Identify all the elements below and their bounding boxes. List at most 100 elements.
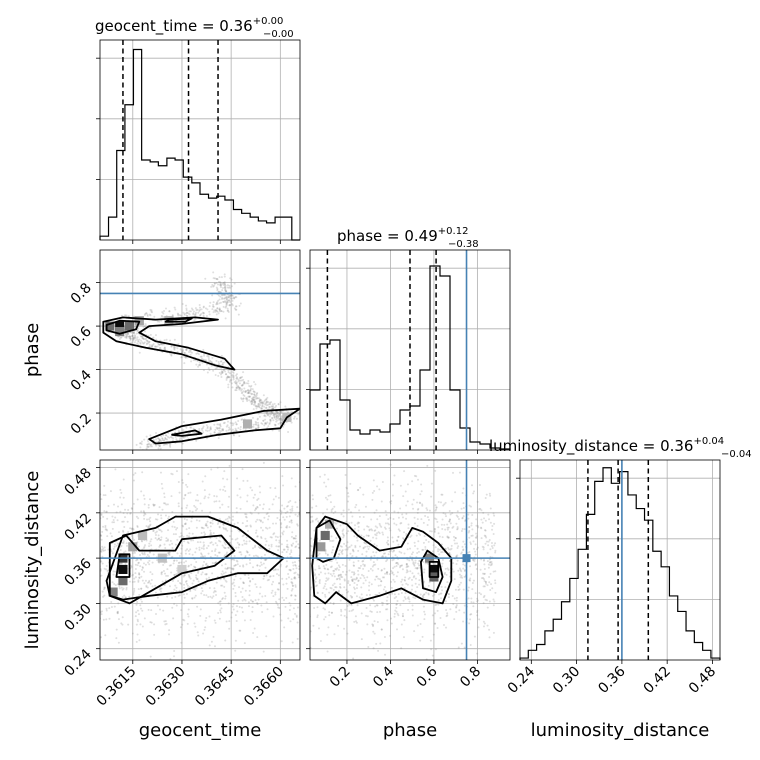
sample-point xyxy=(354,506,357,509)
sample-point xyxy=(148,555,151,558)
sample-point xyxy=(407,565,410,568)
sample-point xyxy=(286,545,289,548)
sample-point xyxy=(480,527,483,530)
sample-point xyxy=(247,574,250,577)
sample-point xyxy=(271,407,274,410)
sample-point xyxy=(180,513,183,516)
sample-point xyxy=(180,609,183,612)
sample-point xyxy=(148,542,151,545)
sample-point xyxy=(256,417,259,420)
phase-title-minus: −0.38 xyxy=(448,239,479,250)
sample-point xyxy=(183,523,186,526)
sample-point xyxy=(256,564,259,567)
sample-point xyxy=(251,392,254,395)
hist-frame xyxy=(309,249,511,451)
sample-point xyxy=(269,403,272,406)
sample-point xyxy=(487,566,490,569)
sample-point xyxy=(413,516,416,519)
sample-point xyxy=(226,300,229,303)
sample-point xyxy=(289,561,291,563)
sample-point xyxy=(222,310,225,313)
sample-point xyxy=(227,376,230,379)
sample-point xyxy=(375,575,378,578)
sample-point xyxy=(277,422,280,425)
sample-point xyxy=(263,558,266,561)
sample-point xyxy=(378,488,381,491)
sample-point xyxy=(486,552,489,555)
sample-point xyxy=(274,413,277,416)
sample-point xyxy=(191,597,194,600)
sample-point xyxy=(122,587,125,590)
sample-point xyxy=(231,386,234,389)
sample-point xyxy=(441,562,444,565)
sample-point xyxy=(468,529,471,532)
sample-point xyxy=(476,597,479,600)
sample-point xyxy=(213,423,216,426)
sample-point xyxy=(400,551,403,554)
sample-point xyxy=(133,331,136,334)
sample-point xyxy=(230,616,233,619)
sample-point xyxy=(249,389,252,392)
sample-point xyxy=(444,571,447,574)
sample-point xyxy=(142,553,145,556)
sample-point xyxy=(196,493,199,496)
sample-point xyxy=(188,576,191,579)
x-axis-label-phase: phase xyxy=(383,720,437,741)
sample-point xyxy=(264,421,267,424)
sample-point xyxy=(275,415,278,418)
sample-point xyxy=(261,401,264,404)
sample-point xyxy=(358,567,361,570)
sample-point xyxy=(370,610,373,613)
sample-point xyxy=(239,302,242,305)
sample-point xyxy=(219,291,222,294)
sample-point xyxy=(211,283,214,286)
sample-point xyxy=(215,500,218,503)
sample-point xyxy=(230,294,233,297)
sample-point xyxy=(401,583,404,586)
sample-point xyxy=(136,336,139,339)
sample-point xyxy=(235,423,238,426)
sample-point xyxy=(266,396,269,399)
sample-point xyxy=(433,593,436,596)
sample-point xyxy=(238,530,241,533)
sample-point xyxy=(132,473,135,476)
sample-point xyxy=(484,497,487,500)
sample-point xyxy=(445,626,448,629)
sample-point xyxy=(187,350,190,353)
sample-point xyxy=(471,588,474,591)
sample-point xyxy=(302,591,304,593)
sample-point xyxy=(469,579,472,582)
sample-point xyxy=(260,401,263,404)
sample-point xyxy=(469,565,472,568)
sample-point xyxy=(175,573,178,576)
sample-point xyxy=(253,402,256,405)
sample-point xyxy=(335,568,338,571)
sample-point xyxy=(223,283,226,286)
sample-point xyxy=(430,530,433,533)
scatter-panel-geocent-time-vs-luminosity-distance xyxy=(100,460,300,660)
sample-point xyxy=(147,608,150,611)
sample-point xyxy=(393,593,396,596)
sample-point xyxy=(232,581,235,584)
sample-point xyxy=(393,612,396,615)
sample-point xyxy=(305,480,307,482)
sample-point xyxy=(132,331,135,334)
sample-point xyxy=(170,495,173,498)
sample-point xyxy=(220,572,223,575)
sample-point xyxy=(206,427,209,430)
sample-point xyxy=(216,278,219,281)
sample-point xyxy=(219,281,222,284)
sample-point xyxy=(248,395,251,398)
sample-point xyxy=(141,337,144,340)
sample-point xyxy=(111,521,114,524)
sample-point xyxy=(474,536,477,539)
sample-point xyxy=(462,548,465,551)
sample-point xyxy=(178,594,181,597)
sample-point xyxy=(455,596,458,599)
sample-point xyxy=(164,546,167,549)
sample-point xyxy=(274,423,277,426)
sample-point xyxy=(174,435,177,438)
sample-point xyxy=(111,527,114,530)
sample-point xyxy=(365,614,368,617)
sample-point xyxy=(232,567,235,570)
